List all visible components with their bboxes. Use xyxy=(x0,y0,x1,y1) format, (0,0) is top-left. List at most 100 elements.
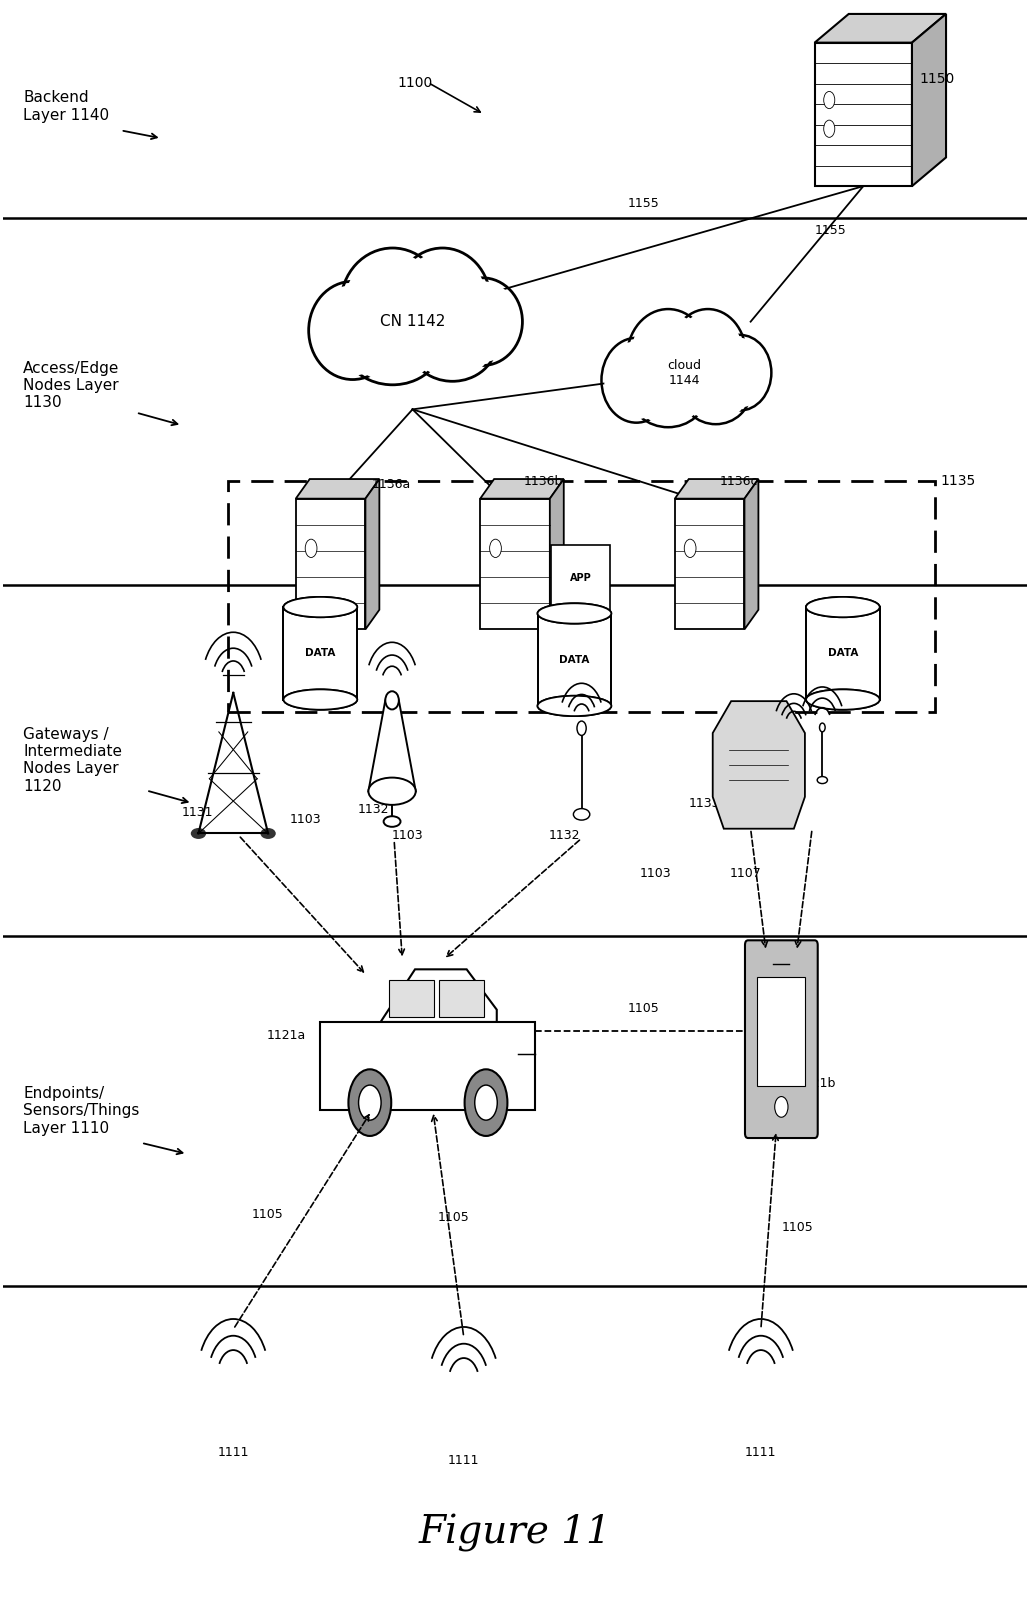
Ellipse shape xyxy=(684,360,748,421)
Text: 1105: 1105 xyxy=(438,1211,470,1224)
Circle shape xyxy=(305,539,317,557)
Bar xyxy=(389,979,435,1016)
Ellipse shape xyxy=(348,310,437,382)
Ellipse shape xyxy=(538,603,611,624)
Polygon shape xyxy=(713,701,804,829)
Ellipse shape xyxy=(538,696,611,717)
Ellipse shape xyxy=(633,363,703,424)
Bar xyxy=(296,499,366,629)
Bar xyxy=(806,606,879,699)
Ellipse shape xyxy=(605,341,668,419)
Ellipse shape xyxy=(670,309,746,400)
Bar xyxy=(538,613,611,706)
Text: 1131: 1131 xyxy=(181,806,213,819)
Text: 1105: 1105 xyxy=(251,1208,283,1221)
Text: Endpoints/
Sensors/Things
Layer 1110: Endpoints/ Sensors/Things Layer 1110 xyxy=(24,1086,140,1136)
Polygon shape xyxy=(381,970,496,1022)
Text: 1111: 1111 xyxy=(217,1446,249,1459)
Ellipse shape xyxy=(345,253,441,355)
Bar xyxy=(551,546,610,611)
Text: Access/Edge
Nodes Layer
1130: Access/Edge Nodes Layer 1130 xyxy=(24,360,119,410)
Text: CN 1142: CN 1142 xyxy=(380,314,445,330)
Bar xyxy=(320,1022,536,1110)
Text: cloud
1144: cloud 1144 xyxy=(667,358,701,387)
Bar xyxy=(480,499,550,629)
Ellipse shape xyxy=(399,253,486,349)
Ellipse shape xyxy=(446,282,519,362)
Text: 1111: 1111 xyxy=(745,1446,777,1459)
Text: 1100: 1100 xyxy=(398,75,433,90)
Circle shape xyxy=(489,539,502,557)
Ellipse shape xyxy=(409,304,496,381)
Bar xyxy=(229,482,935,712)
Text: 1103: 1103 xyxy=(289,813,320,826)
Ellipse shape xyxy=(283,690,357,710)
Ellipse shape xyxy=(805,597,880,618)
Text: 1132: 1132 xyxy=(357,803,389,816)
Ellipse shape xyxy=(309,282,397,379)
Circle shape xyxy=(465,1069,508,1136)
Text: 1150: 1150 xyxy=(920,72,955,86)
Text: 1111: 1111 xyxy=(448,1454,480,1467)
Ellipse shape xyxy=(602,338,672,422)
Text: DATA: DATA xyxy=(828,648,858,658)
Text: Figure 11: Figure 11 xyxy=(418,1515,612,1552)
Bar xyxy=(439,979,484,1016)
Ellipse shape xyxy=(283,597,357,618)
FancyBboxPatch shape xyxy=(745,941,818,1138)
Ellipse shape xyxy=(538,603,611,624)
Ellipse shape xyxy=(538,696,611,717)
Ellipse shape xyxy=(805,690,880,710)
Text: 1132: 1132 xyxy=(548,829,580,842)
Text: 1103: 1103 xyxy=(640,867,672,880)
Text: 1155: 1155 xyxy=(627,197,659,210)
Ellipse shape xyxy=(805,597,880,618)
Text: 1155: 1155 xyxy=(815,224,847,237)
Polygon shape xyxy=(369,701,416,792)
Text: DATA: DATA xyxy=(305,648,336,658)
Ellipse shape xyxy=(283,690,357,710)
Text: 1136c: 1136c xyxy=(720,475,758,488)
Ellipse shape xyxy=(817,776,827,784)
Bar xyxy=(805,606,880,699)
Ellipse shape xyxy=(261,829,276,838)
Ellipse shape xyxy=(443,278,522,365)
Polygon shape xyxy=(745,478,758,629)
Text: 1136b: 1136b xyxy=(523,475,562,488)
Ellipse shape xyxy=(191,829,206,838)
Ellipse shape xyxy=(673,312,743,397)
Text: Backend
Layer 1140: Backend Layer 1140 xyxy=(24,90,109,123)
Text: 1135: 1135 xyxy=(940,474,975,488)
Text: DATA: DATA xyxy=(559,654,589,664)
Polygon shape xyxy=(296,478,379,499)
Ellipse shape xyxy=(283,597,357,618)
Polygon shape xyxy=(366,478,379,629)
Bar xyxy=(284,606,356,699)
Circle shape xyxy=(824,91,834,109)
Circle shape xyxy=(820,723,825,731)
Ellipse shape xyxy=(412,307,493,378)
Bar xyxy=(675,499,745,629)
Polygon shape xyxy=(480,478,563,499)
Circle shape xyxy=(684,539,696,557)
Text: 1107: 1107 xyxy=(730,867,762,880)
Text: 1136a: 1136a xyxy=(372,478,411,491)
Circle shape xyxy=(577,722,586,736)
Text: 1121a: 1121a xyxy=(267,1029,306,1043)
Circle shape xyxy=(358,1085,381,1120)
Ellipse shape xyxy=(394,248,490,354)
Ellipse shape xyxy=(630,314,707,402)
Polygon shape xyxy=(550,478,563,629)
Ellipse shape xyxy=(805,690,880,710)
Polygon shape xyxy=(675,478,758,499)
Text: 1133: 1133 xyxy=(688,797,720,810)
Ellipse shape xyxy=(574,808,590,821)
Ellipse shape xyxy=(681,357,751,424)
Text: Gateways /
Intermediate
Nodes Layer
1120: Gateways / Intermediate Nodes Layer 1120 xyxy=(24,726,123,794)
Polygon shape xyxy=(912,14,946,186)
Text: 1103: 1103 xyxy=(391,829,423,842)
Ellipse shape xyxy=(385,691,399,709)
Circle shape xyxy=(475,1085,497,1120)
Ellipse shape xyxy=(345,307,441,386)
Bar xyxy=(815,43,912,186)
